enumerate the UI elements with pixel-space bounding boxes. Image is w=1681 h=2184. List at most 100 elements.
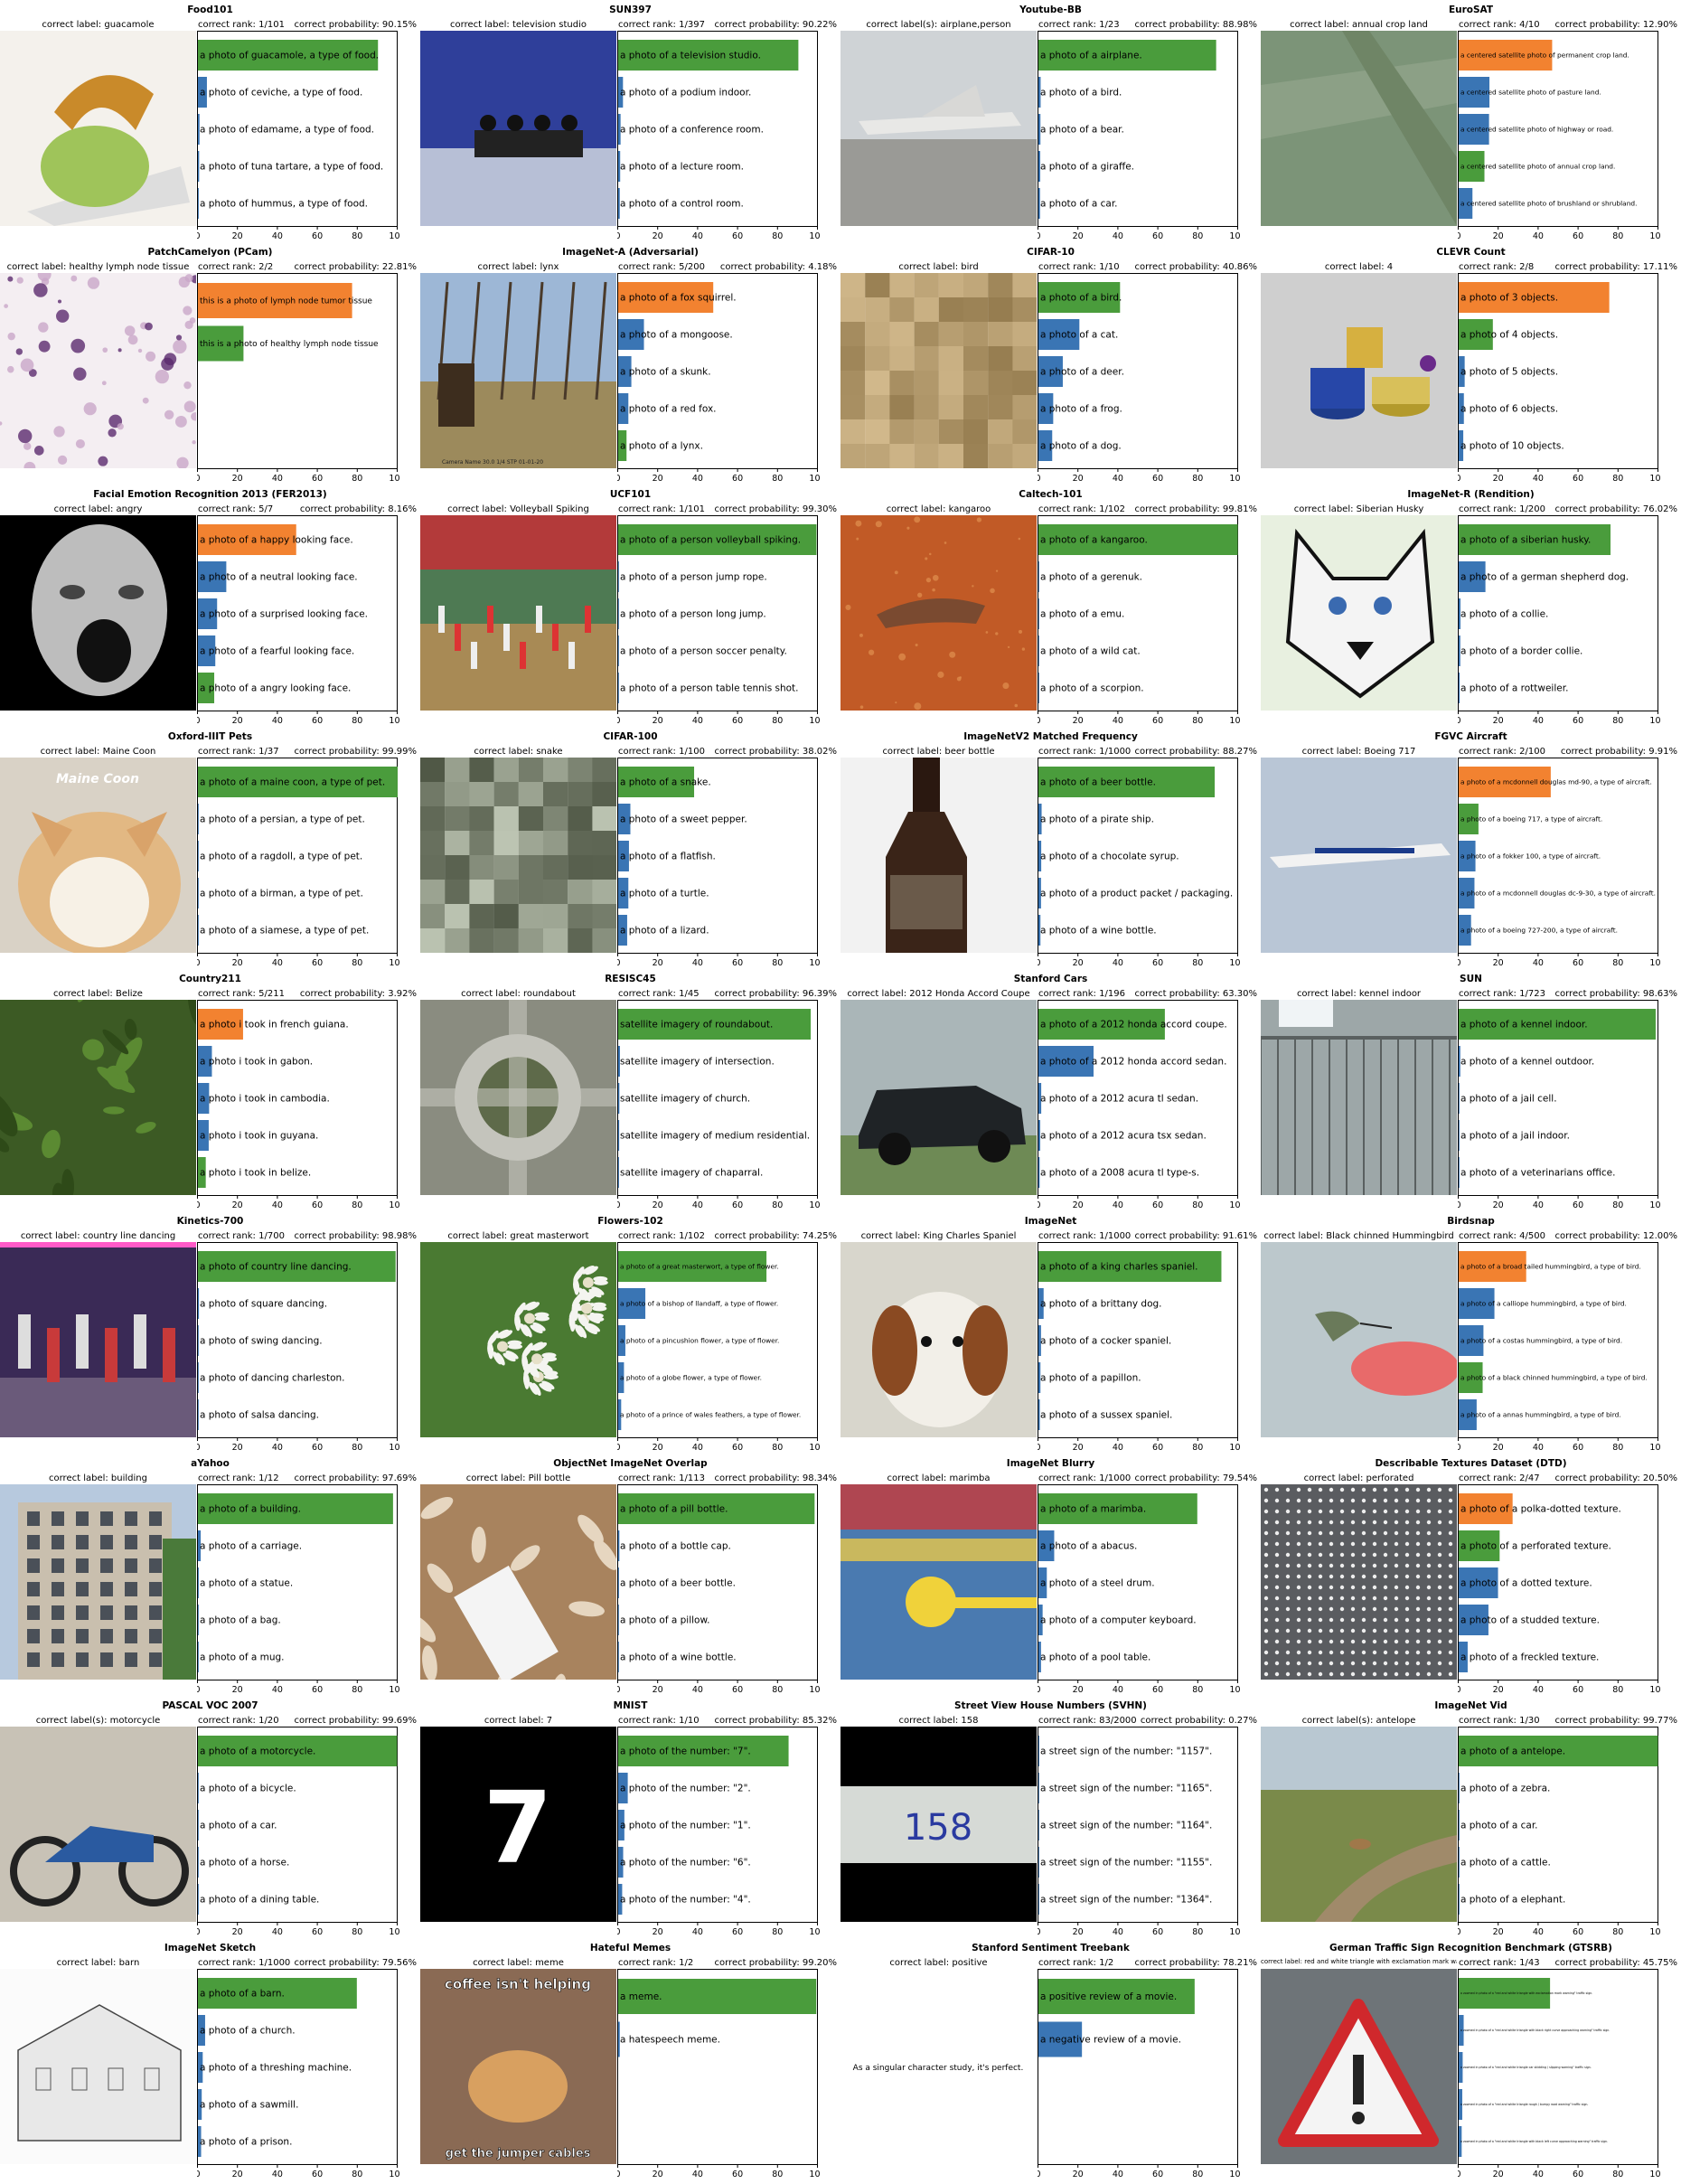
correct-rank: correct rank: 1/700 bbox=[198, 1231, 285, 1241]
bar bbox=[618, 1399, 622, 1430]
bar-label: a photo of a costas hummingbird, a type … bbox=[1460, 1337, 1622, 1345]
bar-label: a photo of a person volleyball spiking. bbox=[620, 535, 801, 546]
bar bbox=[198, 1120, 209, 1151]
bar-chart: a photo of a bird. a photo of a cat. a pho… bbox=[1035, 273, 1246, 484]
bar bbox=[1038, 673, 1039, 703]
x-tick-label: 80 bbox=[1612, 958, 1623, 968]
bar bbox=[1459, 915, 1471, 946]
bar-label: a photo of a mcdonnell douglas dc-9-30, … bbox=[1460, 890, 1656, 898]
bar bbox=[618, 1567, 619, 1598]
bar bbox=[618, 1157, 619, 1188]
bar bbox=[1459, 1847, 1460, 1878]
warning-sign-photo bbox=[1261, 1969, 1457, 2164]
meme-photo: coffee isn't helping get the jumper cable… bbox=[420, 1969, 616, 2164]
bar-label: a photo of 6 objects. bbox=[1460, 404, 1558, 415]
x-tick-label: 40 bbox=[1533, 1200, 1544, 1210]
bar-label: a photo of a calliope hummingbird, a typ… bbox=[1460, 1300, 1627, 1308]
bar-label: a centered satellite photo of annual cro… bbox=[1460, 163, 1615, 171]
bar-label: a photo i took in gabon. bbox=[200, 1057, 313, 1068]
kennel-photo bbox=[1261, 1000, 1457, 1195]
bar bbox=[618, 1773, 628, 1803]
x-tick-label: 0 bbox=[197, 2170, 201, 2179]
thumbnail-image bbox=[840, 1484, 1037, 1680]
x-tick-label: 0 bbox=[617, 1200, 621, 1210]
bar bbox=[618, 1288, 646, 1319]
x-tick-label: 0 bbox=[1038, 1927, 1041, 1937]
correct-rank: correct rank: 1/1000 bbox=[198, 1958, 291, 1968]
x-tick-label: 100 bbox=[389, 1685, 400, 1695]
correct-rank: correct rank: 1/100 bbox=[618, 747, 705, 757]
bar-label: a photo of a 2012 acura tsx sedan. bbox=[1040, 1131, 1207, 1142]
chart-panel: ImageNet-R (Rendition) correct label: Sib… bbox=[1261, 485, 1681, 727]
x-tick-label: 20 bbox=[1493, 1200, 1504, 1210]
bar-label: a photo of a car. bbox=[1460, 1821, 1538, 1831]
pixel-bird bbox=[840, 273, 1037, 468]
bar-chart: a photo of a king charles spaniel. a phot… bbox=[1035, 1242, 1246, 1453]
correct-rank: correct rank: 5/200 bbox=[618, 262, 705, 272]
thumbnail-image bbox=[0, 1484, 196, 1680]
x-tick-label: 100 bbox=[1649, 1927, 1661, 1937]
chart-panel: PatchCamelyon (PCam) correct label: healt… bbox=[0, 242, 420, 485]
x-tick-label: 60 bbox=[732, 1200, 743, 1210]
food-photo bbox=[0, 31, 196, 226]
correct-probability: correct probability: 99.69% bbox=[294, 1716, 418, 1726]
bar-label: a photo of tuna tartare, a type of food. bbox=[200, 162, 383, 173]
bar bbox=[1038, 1083, 1042, 1114]
x-tick-label: 80 bbox=[772, 1927, 783, 1937]
bar bbox=[1038, 841, 1042, 871]
bar-label: a photo of a statue. bbox=[200, 1578, 293, 1589]
correct-rank: correct rank: 1/1000 bbox=[1038, 1473, 1132, 1483]
chart-panel: ImageNet correct label: King Charles Span… bbox=[840, 1211, 1261, 1454]
correct-label: correct label: Black chinned Hummingbird bbox=[1263, 1231, 1454, 1241]
x-tick-label: 60 bbox=[312, 1927, 323, 1937]
bar-chart: a photo of guacamole, a type of food. a p… bbox=[194, 31, 406, 241]
bar-chart: a photo of a antelope. a photo of a zebra… bbox=[1455, 1727, 1667, 1937]
correct-probability: correct probability: 40.86% bbox=[1134, 262, 1258, 272]
bar bbox=[1459, 1530, 1500, 1561]
x-tick-label: 40 bbox=[272, 716, 283, 726]
correct-probability: correct probability: 8.16% bbox=[299, 504, 417, 514]
bar bbox=[1459, 1362, 1483, 1393]
bar bbox=[1459, 393, 1464, 424]
correct-rank: correct rank: 1/723 bbox=[1459, 989, 1545, 999]
bar bbox=[1459, 151, 1485, 182]
bar-label: a photo of a barn. bbox=[200, 1989, 285, 2000]
x-tick-label: 60 bbox=[1573, 1443, 1583, 1453]
chart-panel: Caltech-101 correct label: kangaroo correc… bbox=[840, 485, 1261, 727]
correct-probability: correct probability: 90.22% bbox=[714, 20, 838, 30]
bar-label: a photo of a bishop of llandaff, a type … bbox=[620, 1300, 778, 1308]
bar-label: a photo of a prison. bbox=[200, 2137, 292, 2148]
chart-title: CIFAR-100 bbox=[603, 731, 658, 742]
chart-title: ImageNet-R (Rendition) bbox=[1407, 489, 1535, 500]
correct-label: correct label: annual crop land bbox=[1290, 20, 1428, 30]
x-tick-label: 80 bbox=[352, 716, 362, 726]
bar-label: a street sign of the number: "1157". bbox=[1040, 1746, 1212, 1757]
thumbnail-image bbox=[420, 758, 616, 953]
x-tick-label: 60 bbox=[312, 1200, 323, 1210]
bar-chart: a photo of a kangaroo. a photo of a geren… bbox=[1035, 515, 1246, 726]
x-tick-label: 40 bbox=[272, 231, 283, 241]
bar-label: a photo of a mcdonnell douglas md-90, a … bbox=[1460, 778, 1652, 786]
bar-label: a photo of a collie. bbox=[1460, 609, 1548, 620]
correct-label: correct label: Volleyball Spiking bbox=[447, 504, 589, 514]
chart-title: ObjectNet ImageNet Overlap bbox=[553, 1458, 708, 1469]
bar bbox=[198, 524, 296, 555]
bar bbox=[198, 283, 352, 318]
bar-chart: a meme. a hatespeech meme. 0 20 40 60 80 100 bbox=[615, 1969, 826, 2179]
thumbnail-image bbox=[420, 515, 616, 711]
bar-label: a centered satellite photo of brushland … bbox=[1460, 200, 1637, 208]
x-tick-label: 0 bbox=[617, 474, 621, 484]
bar bbox=[198, 767, 398, 797]
correct-rank: correct rank: 1/43 bbox=[1459, 1958, 1540, 1968]
x-tick-label: 80 bbox=[352, 1927, 362, 1937]
bar bbox=[1459, 1884, 1460, 1915]
image-caption: 7 bbox=[484, 1770, 553, 1886]
correct-probability: correct probability: 17.11% bbox=[1554, 262, 1678, 272]
bar bbox=[618, 188, 620, 219]
x-tick-label: 40 bbox=[1113, 474, 1123, 484]
bar-label: a photo of a emu. bbox=[1040, 609, 1124, 620]
bar bbox=[1459, 1642, 1468, 1672]
correct-label: correct label: building bbox=[49, 1473, 147, 1483]
x-tick-label: 80 bbox=[1612, 2170, 1623, 2179]
thumbnail-image bbox=[1261, 1484, 1457, 1680]
